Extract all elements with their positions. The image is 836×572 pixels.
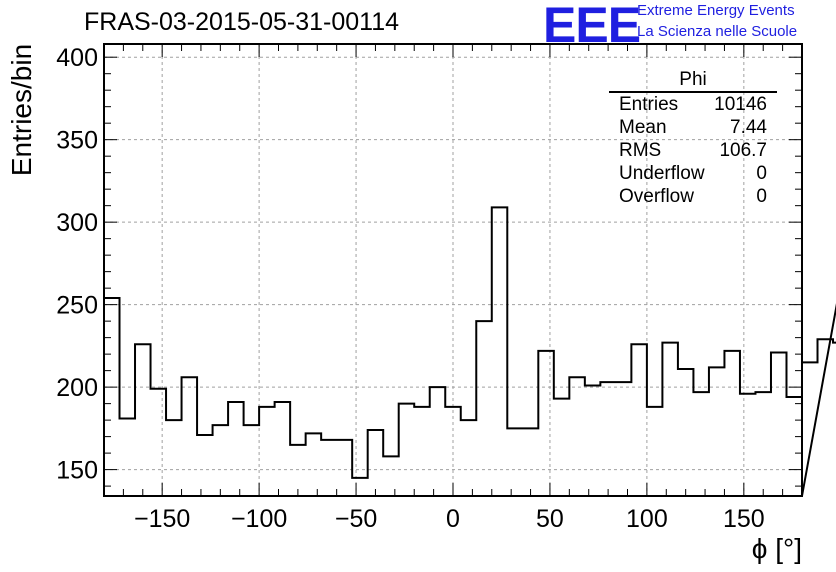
plot-frame [103,43,803,497]
stats-row-rms: RMS 106.7 [609,139,777,162]
eee-logo: EEE [543,0,641,53]
stats-label: Entries [619,94,679,115]
y-tick-label: 250 [56,292,98,320]
stats-row-overflow: Overflow 0 [609,185,777,208]
x-tick-label: 50 [536,505,564,533]
stats-row-mean: Mean 7.44 [609,116,777,139]
y-tick-label: 150 [56,457,98,485]
stats-box: Phi Entries 10146 Mean 7.44 RMS 106.7 Under… [609,68,777,208]
stats-value: 106.7 [719,140,767,161]
x-tick-label: −50 [335,505,377,533]
stats-label: Overflow [619,186,694,207]
x-tick-label: 150 [723,505,765,533]
stats-value: 0 [756,186,767,207]
stats-title: Phi [609,68,777,93]
x-tick-label: 0 [446,505,460,533]
stats-label: Underflow [619,163,705,184]
logo-caption-line2: La Scienza nelle Scuole [637,23,798,40]
x-tick-label: −100 [231,505,287,533]
y-tick-label: 350 [56,127,98,155]
y-axis-label: Entries/bin [6,43,37,177]
stats-label: Mean [619,117,667,138]
histogram-line [103,206,836,497]
y-tick-label: 200 [56,374,98,402]
x-tick-label: −150 [134,505,190,533]
x-tick-label: 100 [626,505,668,533]
y-tick-label: 300 [56,209,98,237]
stats-label: RMS [619,140,662,161]
y-tick-label: 400 [56,44,98,72]
stats-row-entries: Entries 10146 [609,93,777,116]
plot-title: FRAS-03-2015-05-31-00114 [84,8,400,36]
stats-value: 7.44 [730,117,767,138]
x-axis-label: ϕ [°] [751,533,802,564]
stats-value: 0 [756,163,767,184]
stats-row-underflow: Underflow 0 [609,162,777,185]
stats-value: 10146 [714,94,767,115]
logo-caption-line1: Extreme Energy Events [637,2,795,19]
